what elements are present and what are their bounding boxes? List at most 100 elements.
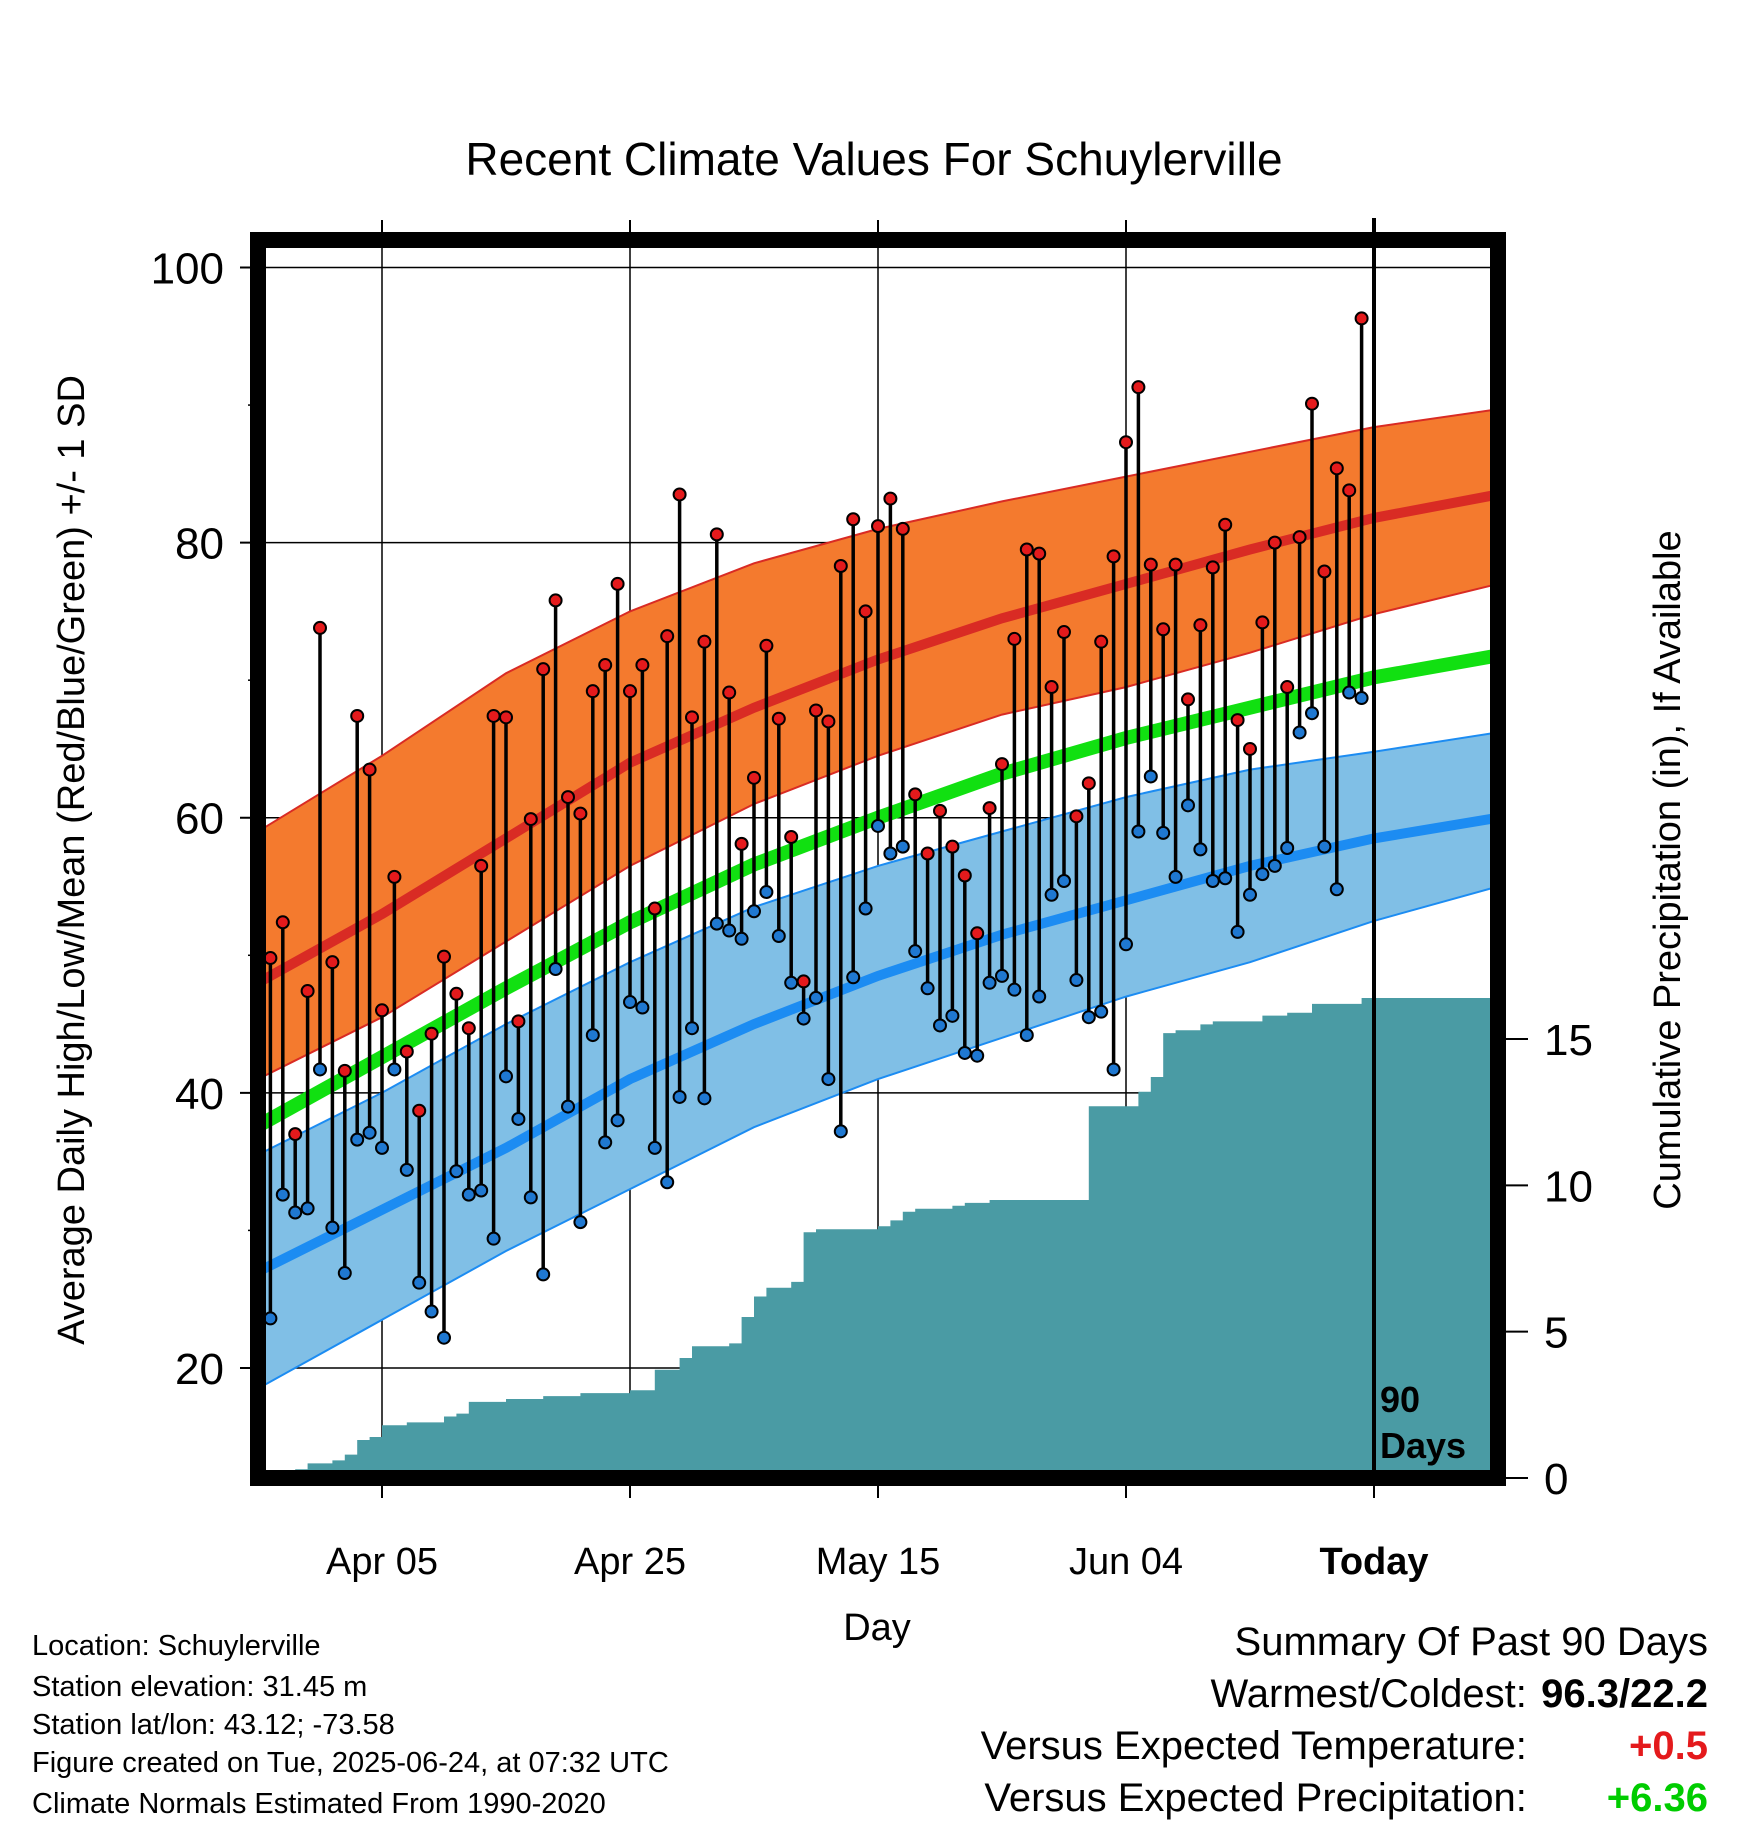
low-point xyxy=(685,1021,699,1036)
high-point xyxy=(1218,517,1233,532)
y2-tick-label: 15 xyxy=(1544,1016,1593,1065)
y-tick-label: 100 xyxy=(151,245,224,294)
low-point xyxy=(623,995,637,1010)
low-point xyxy=(1019,1028,1034,1043)
low-point xyxy=(995,968,1009,983)
low-point xyxy=(387,1062,402,1077)
low-point xyxy=(1193,842,1208,857)
high-point xyxy=(660,629,675,644)
high-point xyxy=(697,634,712,649)
high-point xyxy=(1106,549,1121,564)
y2-tick-label: 5 xyxy=(1544,1309,1568,1358)
low-point xyxy=(908,944,923,959)
low-point xyxy=(796,1011,811,1026)
high-point xyxy=(1230,713,1245,728)
chart-title: Recent Climate Values For Schuylerville xyxy=(465,133,1282,185)
high-point xyxy=(1156,622,1171,637)
low-point xyxy=(933,1018,947,1033)
x-tick-label: May 15 xyxy=(816,1541,941,1583)
low-point xyxy=(1119,937,1133,952)
low-point xyxy=(672,1089,687,1104)
low-point xyxy=(920,981,935,996)
high-point xyxy=(1057,625,1071,640)
x-tick-label: Apr 05 xyxy=(326,1541,438,1583)
y-tick-label: 60 xyxy=(175,795,224,844)
high-point xyxy=(1131,380,1146,395)
low-point xyxy=(350,1132,365,1147)
precip-value: +6.36 xyxy=(1606,1776,1708,1820)
high-point xyxy=(1094,634,1109,649)
high-point xyxy=(387,869,402,884)
high-point xyxy=(871,519,885,534)
high-point xyxy=(424,1026,439,1041)
precip-layer xyxy=(295,998,1490,1470)
high-point xyxy=(1007,631,1022,646)
low-point xyxy=(759,885,774,900)
high-point xyxy=(883,491,898,506)
low-point xyxy=(1317,839,1332,854)
high-point xyxy=(809,703,823,718)
high-point xyxy=(722,685,737,700)
high-point xyxy=(300,984,315,999)
high-point xyxy=(449,986,464,1001)
footer-created: Figure created on Tue, 2025-06-24, at 07… xyxy=(32,1747,669,1779)
low-point xyxy=(821,1072,836,1087)
high-point xyxy=(1019,542,1034,557)
high-point xyxy=(1032,546,1047,561)
high-point xyxy=(796,974,811,989)
high-point xyxy=(771,711,786,726)
high-point xyxy=(561,790,575,805)
y2-tick-label: 10 xyxy=(1544,1162,1593,1211)
high-point xyxy=(437,949,451,964)
high-point xyxy=(908,787,923,802)
low-point xyxy=(1305,706,1319,721)
high-point xyxy=(833,559,848,574)
high-point xyxy=(412,1103,427,1118)
low-point xyxy=(784,975,799,990)
low-point xyxy=(1168,869,1183,884)
high-point xyxy=(1081,776,1096,791)
low-point xyxy=(1354,691,1369,706)
high-point xyxy=(1205,560,1220,575)
high-point xyxy=(846,512,861,527)
temp-value: +0.5 xyxy=(1629,1724,1708,1768)
high-point xyxy=(350,708,365,723)
y-tick-label: 40 xyxy=(175,1070,224,1119)
footer-latlon: Station lat/lon: 43.12; -73.58 xyxy=(32,1709,395,1741)
high-point xyxy=(1181,692,1195,707)
days-label-number: 90 xyxy=(1380,1379,1420,1420)
high-point xyxy=(970,926,985,941)
low-point xyxy=(734,931,749,946)
low-point xyxy=(982,975,997,990)
high-point xyxy=(734,836,749,851)
low-point xyxy=(325,1220,340,1235)
high-point xyxy=(1280,680,1295,695)
footer-elevation: Station elevation: 31.45 m xyxy=(32,1671,368,1703)
high-point xyxy=(598,658,613,673)
high-point xyxy=(375,1003,389,1018)
low-point xyxy=(858,901,873,916)
low-point xyxy=(598,1135,613,1150)
low-point xyxy=(846,970,861,985)
days-label-word: Days xyxy=(1380,1425,1466,1466)
summary-title: Summary Of Past 90 Days xyxy=(1234,1620,1708,1664)
high-point xyxy=(1143,557,1158,572)
low-point xyxy=(809,990,823,1005)
low-point xyxy=(1007,982,1022,997)
low-point xyxy=(536,1267,551,1282)
high-point xyxy=(573,806,588,821)
low-point xyxy=(523,1190,538,1205)
warm-cold-label: Warmest/Coldest: xyxy=(1210,1672,1527,1716)
low-point xyxy=(1094,1004,1109,1019)
y2-axis-label: Cumulative Precipitation (in), If Availa… xyxy=(1647,530,1689,1209)
low-point xyxy=(635,1000,650,1015)
high-point xyxy=(1329,461,1344,476)
low-point xyxy=(647,1140,662,1155)
low-point xyxy=(747,904,761,919)
precip-area xyxy=(295,998,1490,1470)
summary-warm-cold: Warmest/Coldest: 96.3/22.2 xyxy=(1211,1672,1709,1716)
high-point xyxy=(536,662,551,677)
low-point xyxy=(437,1330,451,1345)
high-point xyxy=(399,1044,414,1059)
axes-layer: 20 40 60 80 100 0 5 10 15 Apr 05 Apr 25 May 15 Jun 0… xyxy=(151,220,1593,1583)
